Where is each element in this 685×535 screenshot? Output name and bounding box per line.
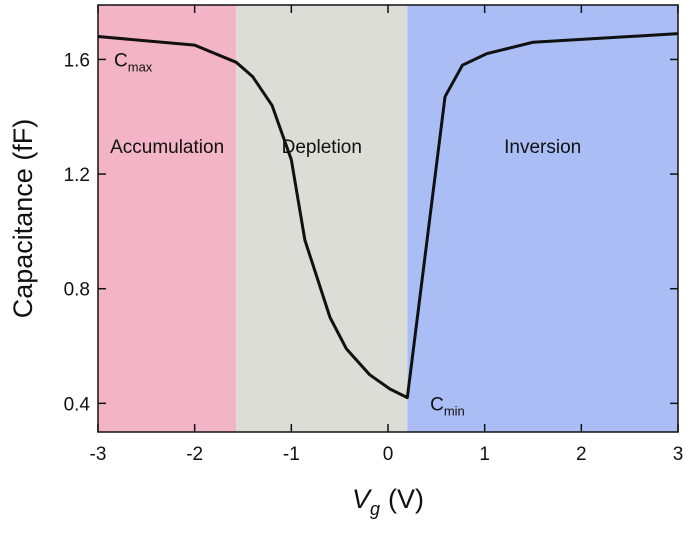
- region-label: Inversion: [504, 137, 581, 158]
- region-label: Accumulation: [110, 137, 224, 158]
- annotation-sub: max: [128, 59, 153, 74]
- y-axis-label: Capacitance (fF): [8, 119, 38, 319]
- x-axis-label-unit: (V): [388, 484, 424, 514]
- y-tick-label: 0.4: [64, 394, 91, 415]
- y-tick-label: 1.6: [64, 50, 90, 71]
- annotation-text: C: [114, 50, 128, 71]
- annotation-text: C: [430, 394, 444, 415]
- region-band: [236, 5, 408, 432]
- annotation: Cmax: [114, 50, 153, 74]
- x-axis-label-main: V: [352, 484, 373, 514]
- x-tick-label: -1: [283, 444, 300, 465]
- x-tick-label: -3: [90, 444, 107, 465]
- x-tick-label: 3: [673, 444, 684, 465]
- data-line: [97, 32, 679, 400]
- region-band: [98, 5, 237, 432]
- y-tick-label: 1.2: [64, 165, 90, 186]
- annotation-sub: min: [444, 403, 465, 418]
- x-tick-label: -2: [186, 444, 203, 465]
- region-label: Depletion: [282, 137, 362, 158]
- x-tick-label: 2: [576, 444, 587, 465]
- x-tick-label: 1: [479, 444, 490, 465]
- x-tick-label: 0: [383, 444, 394, 465]
- annotation: Cmin: [430, 394, 465, 418]
- x-axis-label: Vg (V): [352, 484, 424, 519]
- x-axis-label-sub: g: [370, 499, 380, 519]
- region-band: [407, 5, 678, 432]
- y-tick-label: 0.8: [64, 280, 90, 301]
